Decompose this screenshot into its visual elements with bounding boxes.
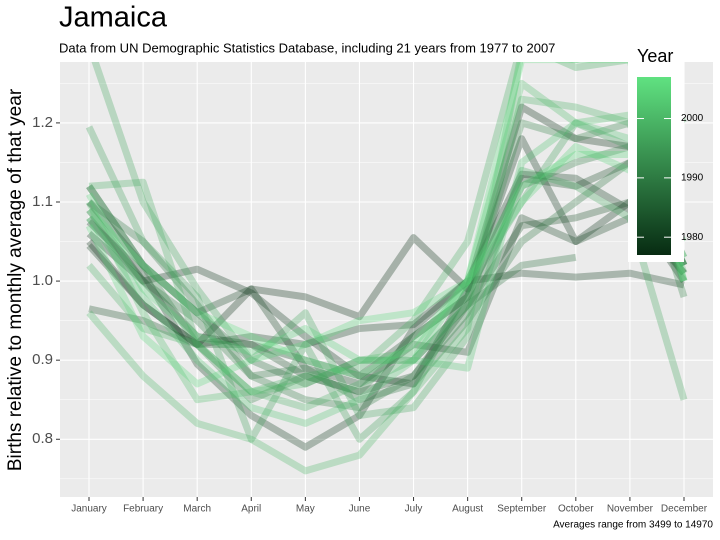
- series-line: [86, 62, 687, 475]
- chart-subtitle: Data from UN Demographic Statistics Data…: [59, 40, 555, 55]
- series-line: [85, 143, 687, 364]
- series-line: [86, 158, 688, 404]
- series-line: [86, 62, 688, 380]
- colorbar-tick-label: 1980: [681, 232, 704, 243]
- x-tick-label: October: [558, 504, 594, 515]
- series-line: [86, 158, 688, 380]
- series-line: [85, 151, 688, 388]
- legend-title: Year: [637, 46, 673, 66]
- series-line: [85, 79, 688, 404]
- chart-title: Jamaica: [59, 2, 168, 34]
- series-line: [86, 184, 577, 388]
- series-line: [86, 135, 687, 388]
- x-tick-label: December: [661, 504, 708, 515]
- y-axis-label: Births relative to monthly average of th…: [5, 88, 26, 471]
- y-tick-label: 1.2: [32, 114, 53, 131]
- x-tick-label: March: [183, 504, 211, 515]
- series-line: [86, 170, 687, 451]
- series-line: [86, 103, 688, 348]
- x-tick-label: August: [452, 504, 483, 515]
- x-tick-label: April: [241, 504, 261, 515]
- series-line: [88, 62, 631, 396]
- series-line: [86, 119, 688, 404]
- series-line: [86, 243, 685, 348]
- x-tick-label: January: [71, 504, 107, 515]
- colorbar: [637, 77, 671, 255]
- series-line: [91, 62, 688, 419]
- panel: [60, 62, 713, 497]
- colorbar-tick-label: 1990: [681, 173, 704, 184]
- x-tick-label: February: [123, 504, 163, 515]
- series-line: [86, 119, 688, 427]
- series-line: [86, 143, 688, 412]
- x-tick-label: May: [296, 504, 315, 515]
- x-tick-label: July: [405, 504, 423, 515]
- colorbar-tick-label: 2000: [681, 113, 704, 124]
- series-line: [86, 95, 688, 412]
- caption: Averages range from 3499 to 14970: [553, 520, 713, 531]
- x-tick-label: June: [349, 504, 371, 515]
- y-tick-label: 0.9: [32, 351, 53, 368]
- x-tick-label: September: [497, 504, 547, 515]
- y-tick-label: 0.8: [32, 430, 53, 447]
- series-line: [86, 199, 632, 388]
- series-line: [88, 198, 687, 396]
- y-tick-label: 1.1: [32, 193, 53, 210]
- y-tick-label: 1.0: [32, 272, 53, 289]
- series-line: [85, 119, 688, 443]
- x-tick-label: November: [607, 504, 654, 515]
